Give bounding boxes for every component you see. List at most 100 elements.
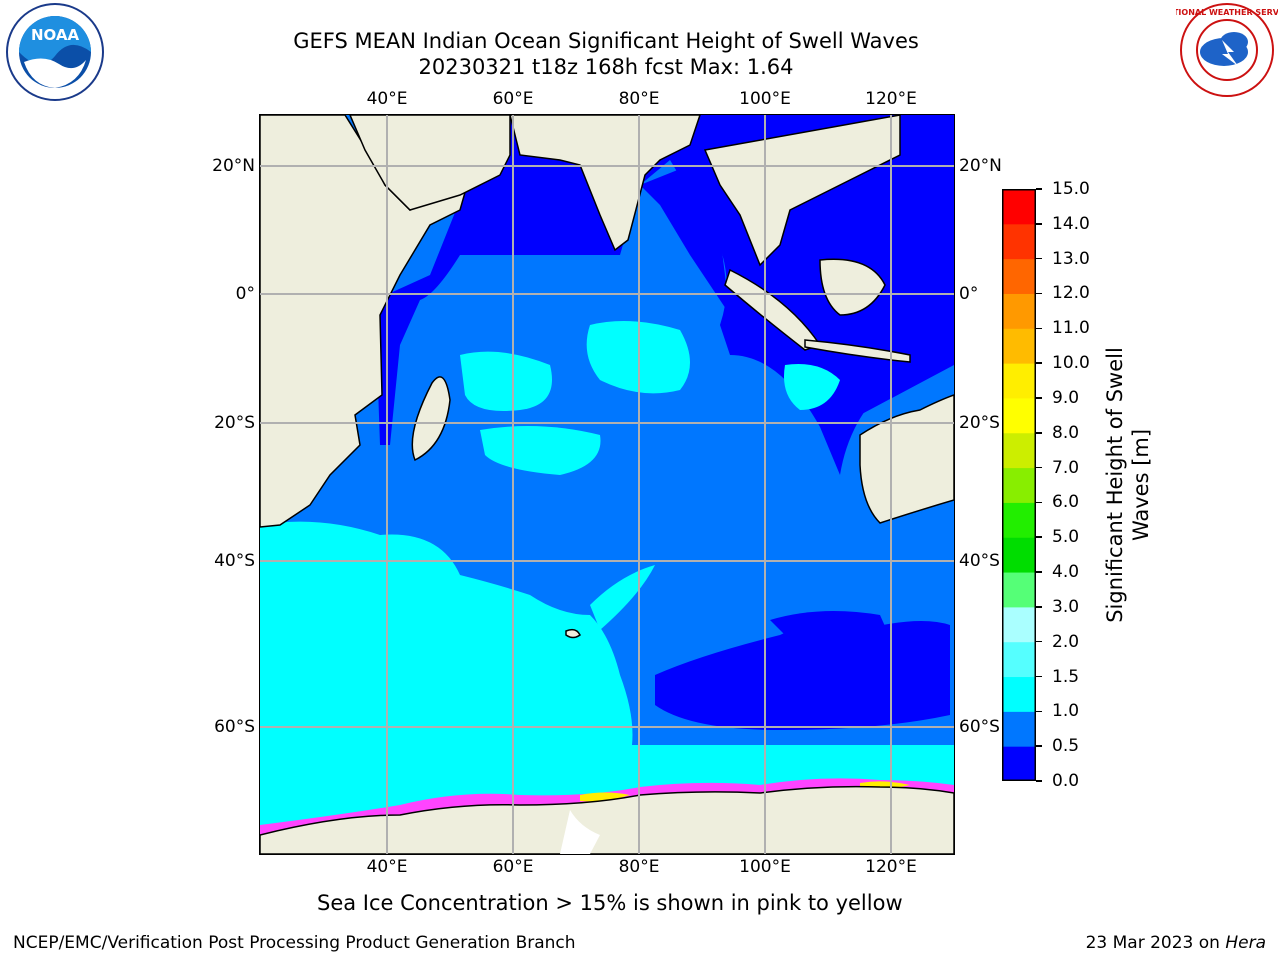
chart-title-line2: 20230321 t18z 168h fcst Max: 1.64 xyxy=(418,55,794,79)
colorbar-title: Significant Height of Swell Waves [m] xyxy=(1102,347,1154,623)
lon-tick-bottom-2: 80°E xyxy=(618,857,660,877)
noaa-logo: NOAA xyxy=(6,3,104,101)
colorbar-segment-2 xyxy=(1002,676,1036,712)
colorbar-label-9: 7.0 xyxy=(1052,457,1080,478)
colorbar-label-0: 0.0 xyxy=(1052,771,1080,791)
lat-tick-left-2: 20°S xyxy=(214,413,255,433)
lon-tick-top-1: 60°E xyxy=(492,89,534,109)
lon-tick-top-4: 120°E xyxy=(865,89,917,109)
colorbar-title-line1: Significant Height of Swell xyxy=(1103,347,1127,623)
lon-tick-top-0: 40°E xyxy=(366,89,408,109)
colorbar-segment-11 xyxy=(1002,363,1036,399)
lon-tick-bottom-1: 60°E xyxy=(492,857,534,877)
india-land xyxy=(509,115,701,252)
colorbar-tick-13 xyxy=(1036,327,1042,330)
arabia-land xyxy=(349,115,511,211)
colorbar-tick-3 xyxy=(1036,675,1042,678)
colorbar-tick-9 xyxy=(1036,466,1042,469)
nws-logo-text: NATIONAL WEATHER SERVICE xyxy=(1176,8,1278,17)
colorbar-tick-17 xyxy=(1036,188,1042,190)
antarctica-coast-white xyxy=(560,810,600,854)
southeast-asia-land xyxy=(703,115,901,267)
kerguelen-island xyxy=(565,628,581,639)
colorbar-segment-10 xyxy=(1002,397,1036,434)
lat-tick-right-1: 0° xyxy=(959,284,979,304)
colorbar-label-7: 5.0 xyxy=(1052,527,1080,548)
ocean-swell-low-south-2 xyxy=(770,611,900,670)
colorbar-tick-0 xyxy=(1036,780,1042,782)
colorbar-tick-2 xyxy=(1036,710,1042,713)
lat-tick-left-1: 0° xyxy=(235,284,255,304)
colorbar-label-8: 6.0 xyxy=(1052,492,1080,513)
colorbar-tick-5 xyxy=(1036,606,1042,608)
lat-tick-right-0: 20°N xyxy=(959,156,1002,176)
colorbar-segment-9 xyxy=(1002,432,1036,469)
lat-tick-right-3: 40°S xyxy=(959,551,1000,571)
colorbar-segment-3 xyxy=(1002,641,1036,678)
colorbar-segment-1 xyxy=(1002,711,1036,747)
colorbar-label-16: 14.0 xyxy=(1052,213,1090,234)
colorbar-label-4: 2.0 xyxy=(1052,631,1080,652)
colorbar-tick-1 xyxy=(1036,745,1042,747)
colorbar-tick-10 xyxy=(1036,432,1042,434)
colorbar-label-10: 8.0 xyxy=(1052,422,1080,443)
lat-tick-left-3: 40°S xyxy=(214,551,255,571)
colorbar-segment-8 xyxy=(1002,467,1036,503)
colorbar-tick-12 xyxy=(1036,362,1042,364)
colorbar-title-line2: Waves [m] xyxy=(1129,428,1153,542)
national-weather-service-logo: NATIONAL WEATHER SERVICE xyxy=(1176,3,1278,97)
footer-credit: NCEP/EMC/Verification Post Processing Pr… xyxy=(13,933,576,953)
colorbar-label-12: 10.0 xyxy=(1052,353,1090,374)
colorbar-label-17: 15.0 xyxy=(1052,179,1090,199)
colorbar xyxy=(1002,189,1036,781)
colorbar-segment-16 xyxy=(1002,189,1036,225)
colorbar-tick-4 xyxy=(1036,640,1042,643)
sea-ice-note: Sea Ice Concentration > 15% is shown in … xyxy=(317,891,903,915)
colorbar-frame xyxy=(1002,189,1036,781)
indian-ocean-swell-map xyxy=(260,115,954,854)
colorbar-tick-11 xyxy=(1036,397,1042,399)
ocean-swell-low-bay xyxy=(640,165,730,315)
colorbar-label-13: 11.0 xyxy=(1052,318,1090,339)
colorbar-segment-5 xyxy=(1002,572,1036,608)
lon-tick-bottom-3: 100°E xyxy=(739,857,791,877)
colorbar-tick-6 xyxy=(1036,571,1042,573)
lat-tick-right-2: 20°S xyxy=(959,413,1000,433)
colorbar-label-1: 0.5 xyxy=(1052,736,1080,757)
lat-tick-left-0: 20°N xyxy=(212,156,255,176)
lon-tick-bottom-0: 40°E xyxy=(366,857,408,877)
colorbar-segment-0 xyxy=(1002,746,1036,781)
sumatra-land xyxy=(724,268,822,351)
colorbar-segment-13 xyxy=(1002,293,1036,329)
colorbar-label-11: 9.0 xyxy=(1052,387,1080,408)
ocean-swell-high-central-3 xyxy=(480,426,601,475)
colorbar-segment-7 xyxy=(1002,502,1036,538)
colorbar-tick-7 xyxy=(1036,536,1042,538)
colorbar-segment-12 xyxy=(1002,328,1036,364)
ocean-swell-high-central-4 xyxy=(784,364,840,410)
lon-tick-top-3: 100°E xyxy=(739,89,791,109)
footer-host: Hera xyxy=(1225,933,1266,953)
colorbar-segment-15 xyxy=(1002,223,1036,260)
colorbar-segment-14 xyxy=(1002,258,1036,294)
colorbar-tick-8 xyxy=(1036,501,1042,504)
lon-tick-bottom-4: 120°E xyxy=(865,857,917,877)
colorbar-tick-15 xyxy=(1036,257,1042,260)
lat-tick-right-4: 60°S xyxy=(959,717,1000,737)
noaa-logo-text: NOAA xyxy=(31,26,80,44)
lon-tick-top-2: 80°E xyxy=(618,89,660,109)
ocean-swell-high-central-2 xyxy=(460,351,552,411)
map-gridlines xyxy=(260,115,954,854)
colorbar-label-5: 3.0 xyxy=(1052,596,1080,617)
colorbar-segment-6 xyxy=(1002,537,1036,573)
footer-date-text: 23 Mar 2023 on xyxy=(1085,933,1226,953)
colorbar-label-3: 1.5 xyxy=(1052,666,1080,687)
chart-title-line1: GEFS MEAN Indian Ocean Significant Heigh… xyxy=(293,29,919,53)
colorbar-segment-4 xyxy=(1002,606,1036,643)
colorbar-label-6: 4.0 xyxy=(1052,562,1080,583)
colorbar-label-2: 1.0 xyxy=(1052,701,1080,722)
lat-tick-left-4: 60°S xyxy=(214,717,255,737)
sea-ice-band-yellow xyxy=(580,792,630,802)
colorbar-tick-14 xyxy=(1036,292,1042,295)
java-land xyxy=(804,339,911,363)
